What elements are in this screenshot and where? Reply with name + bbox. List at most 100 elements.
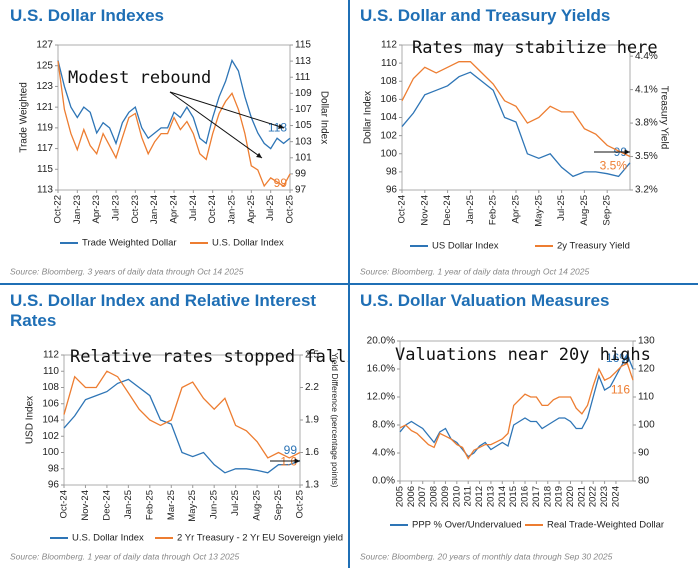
y-tick-label: 113 bbox=[37, 185, 53, 196]
y-tick-label: 115 bbox=[37, 164, 53, 175]
x-tick-label: Jan-25 bbox=[123, 490, 134, 519]
source-note: Source: Bloomberg. 1 year of daily data … bbox=[10, 551, 239, 561]
x-tick-label: 2019 bbox=[554, 486, 565, 507]
y-tick-label: 96 bbox=[48, 480, 60, 491]
y-tick-label: 20.0% bbox=[367, 336, 395, 347]
y2-tick-label: 101 bbox=[295, 152, 312, 163]
y-tick-label: 106 bbox=[380, 94, 397, 105]
series-line bbox=[57, 61, 291, 188]
y2-tick-label: 97 bbox=[295, 185, 307, 196]
legend-label: 2 Yr Treasury - 2 Yr EU Sovereign yield bbox=[177, 533, 343, 544]
y2-tick-label: 4.1% bbox=[635, 84, 658, 95]
x-tick-label: 2022 bbox=[588, 486, 599, 507]
legend-label: Trade Weighted Dollar bbox=[82, 238, 177, 249]
y2-tick-label: 115 bbox=[295, 40, 311, 51]
y-tick-label: 8.0% bbox=[372, 420, 395, 431]
annotation: Relative rates stopped falling bbox=[70, 347, 348, 367]
y2-tick-label: 107 bbox=[295, 104, 312, 115]
y2-tick-label: 109 bbox=[295, 88, 312, 99]
chart-title: U.S. Dollar Indexes bbox=[10, 6, 164, 25]
y2-tick-label: 1.3 bbox=[305, 480, 319, 491]
x-tick-label: May-25 bbox=[533, 195, 544, 227]
y2-tick-label: 90 bbox=[638, 448, 650, 459]
arrow-head bbox=[278, 123, 284, 129]
chart-title: U.S. Dollar and Treasury Yields bbox=[360, 6, 611, 25]
x-tick-label: Apr-24 bbox=[169, 195, 180, 224]
x-tick-label: 2005 bbox=[395, 486, 406, 507]
legend-label: US Dollar Index bbox=[432, 241, 499, 252]
y2-tick-label: 100 bbox=[638, 420, 655, 431]
panel: 0.0% 4.0% 8.0% 12.0% 16.0% 20.0% 80 90 100 110 120… bbox=[350, 285, 698, 568]
x-tick-label: 2016 bbox=[520, 486, 531, 507]
y-tick-label: 98 bbox=[386, 167, 398, 178]
y-tick-label: 121 bbox=[36, 102, 53, 113]
x-tick-label: Jan-23 bbox=[72, 195, 83, 224]
y-tick-label: 110 bbox=[43, 366, 59, 377]
x-tick-label: Jul-25 bbox=[230, 490, 241, 516]
y2-tick-label: 2.2 bbox=[305, 382, 319, 393]
x-tick-label: Dec-24 bbox=[442, 195, 453, 226]
x-tick-label: Dec-24 bbox=[101, 490, 112, 521]
x-tick-label: Jan-25 bbox=[465, 195, 476, 224]
y2-tick-label: 110 bbox=[638, 392, 654, 403]
arrow bbox=[169, 91, 285, 129]
x-tick-label: 2007 bbox=[417, 486, 428, 507]
arrow-head bbox=[294, 458, 300, 464]
plot-frame bbox=[399, 340, 634, 482]
arrow bbox=[169, 91, 263, 159]
y-tick-label: 104 bbox=[42, 415, 59, 426]
x-tick-label: 2024 bbox=[610, 486, 621, 507]
chart-title: U.S. Dollar Index and Relative Interest … bbox=[10, 291, 317, 330]
x-tick-label: 2006 bbox=[406, 486, 417, 507]
y2-tick-label: 113 bbox=[295, 56, 311, 67]
y-tick-label: 112 bbox=[43, 350, 59, 361]
x-tick-label: 2008 bbox=[429, 486, 440, 507]
x-tick-label: Apr-25 bbox=[511, 195, 522, 224]
chart-title: U.S. Dollar Valuation Measures bbox=[360, 291, 610, 310]
y-tick-label: 119 bbox=[37, 122, 53, 133]
x-tick-label: Jun-25 bbox=[209, 490, 220, 519]
y-tick-label: 96 bbox=[386, 185, 398, 196]
y2-tick-label: 111 bbox=[295, 72, 311, 83]
y-tick-label: 108 bbox=[42, 382, 59, 393]
y-tick-label: 4.0% bbox=[372, 448, 395, 459]
x-tick-label: Oct-22 bbox=[53, 195, 64, 224]
y-axis-label: USD Index bbox=[25, 396, 36, 444]
y-tick-label: 102 bbox=[380, 130, 397, 141]
y-tick-label: 0.0% bbox=[372, 476, 395, 487]
y-tick-label: 98 bbox=[48, 463, 60, 474]
x-tick-label: Oct-24 bbox=[59, 490, 70, 519]
y2-tick-label: 105 bbox=[295, 120, 312, 131]
y2-axis-label: Yield Difference (percentage points) bbox=[330, 352, 340, 487]
x-tick-label: Aug-25 bbox=[252, 490, 263, 521]
annotation: Modest rebound bbox=[68, 68, 211, 88]
y2-tick-label: 120 bbox=[638, 364, 655, 375]
y-tick-label: 108 bbox=[380, 76, 397, 87]
plot-frame bbox=[63, 354, 301, 486]
legend-label: U.S. Dollar Index bbox=[72, 533, 144, 544]
x-tick-label: 2013 bbox=[485, 486, 496, 507]
series-line bbox=[401, 61, 631, 158]
y2-tick-label: 1.9 bbox=[305, 415, 319, 426]
x-tick-label: 2014 bbox=[497, 486, 508, 507]
y2-tick-label: 3.5% bbox=[635, 151, 658, 162]
x-tick-label: 2010 bbox=[451, 486, 462, 507]
y-tick-label: 12.0% bbox=[367, 392, 395, 403]
y2-axis-label: Dollar Index bbox=[318, 91, 329, 144]
x-tick-label: Jul-24 bbox=[188, 195, 199, 221]
y-tick-label: 127 bbox=[36, 40, 53, 51]
chart: 0.0% 4.0% 8.0% 12.0% 16.0% 20.0% 80 90 100 110 120… bbox=[360, 336, 664, 562]
y-tick-label: 100 bbox=[42, 447, 59, 458]
source-note: Source: Bloomberg. 1 year of daily data … bbox=[360, 266, 589, 276]
panel: 96 98 100 102 104 106 108 110 112 1.3 1.6 1.9 2.2 2.5… bbox=[0, 285, 348, 568]
series-line bbox=[63, 370, 301, 459]
x-tick-label: Jan-25 bbox=[227, 195, 238, 224]
x-tick-label: Apr-23 bbox=[91, 195, 102, 224]
y-tick-label: 16.0% bbox=[367, 364, 395, 375]
end-label: 99 bbox=[284, 443, 298, 457]
y-tick-label: 106 bbox=[42, 398, 59, 409]
end-label: 99 bbox=[274, 176, 288, 190]
annotation: Rates may stabilize here bbox=[412, 38, 658, 58]
y2-tick-label: 1.6 bbox=[305, 447, 319, 458]
